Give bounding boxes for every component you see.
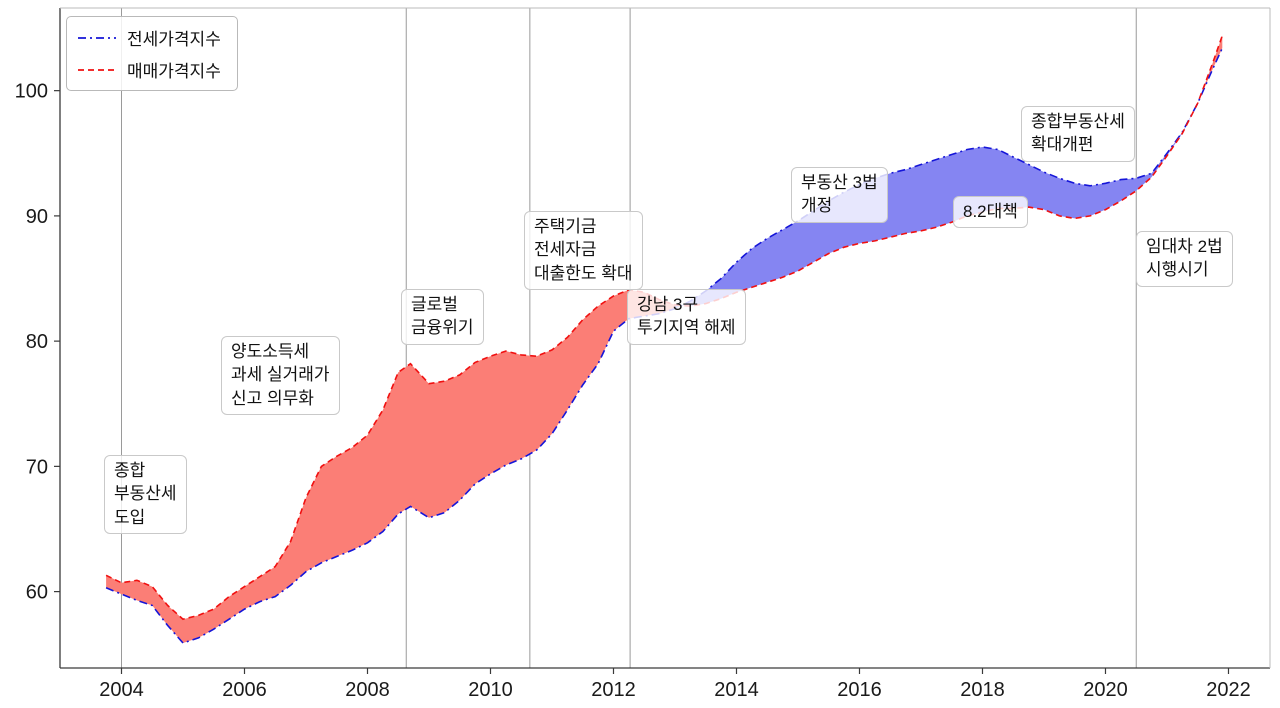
policy-annotation: 종합 부동산세 도입 [104, 455, 187, 535]
legend: 전세가격지수 매매가격지수 [66, 16, 238, 91]
y-tick-label: 60 [26, 582, 48, 604]
x-tick-label: 2008 [345, 679, 390, 701]
y-tick-label: 70 [26, 456, 48, 478]
jeonse-line-sample-icon [78, 36, 116, 39]
policy-annotation: 글로벌 금융위기 [401, 289, 484, 345]
policy-annotation: 임대차 2법 시행시기 [1136, 231, 1233, 287]
x-tick-label: 2012 [591, 679, 636, 701]
x-tick-label: 2022 [1206, 679, 1251, 701]
x-tick-label: 2018 [960, 679, 1005, 701]
x-tick-label: 2014 [714, 679, 759, 701]
x-tick-label: 2010 [468, 679, 513, 701]
sale-line-sample-icon [78, 68, 116, 71]
policy-annotation: 주택기금 전세자금 대출한도 확대 [524, 211, 643, 291]
policy-annotation: 부동산 3법 개정 [791, 167, 888, 223]
legend-item-jeonse: 전세가격지수 [77, 25, 221, 50]
legend-item-sale: 매매가격지수 [77, 57, 221, 82]
policy-annotation: 양도소득세 과세 실거래가 신고 의무화 [221, 336, 340, 416]
y-tick-label: 100 [15, 81, 48, 103]
y-tick-label: 90 [26, 206, 48, 228]
jeonse-above-fill-band [675, 103, 1198, 309]
policy-annotation: 종합부동산세 확대개편 [1021, 106, 1135, 162]
y-tick-label: 80 [26, 331, 48, 353]
legend-label-jeonse: 전세가격지수 [127, 30, 221, 49]
legend-label-sale: 매매가격지수 [127, 62, 221, 81]
x-tick-label: 2016 [837, 679, 882, 701]
policy-annotation: 강남 3구 투기지역 해제 [627, 289, 746, 345]
x-tick-label: 2004 [99, 679, 144, 701]
policy-annotation: 8.2대책 [953, 196, 1028, 229]
x-tick-label: 2006 [222, 679, 267, 701]
x-tick-label: 2020 [1083, 679, 1128, 701]
sale-above-fill-band [106, 289, 676, 643]
